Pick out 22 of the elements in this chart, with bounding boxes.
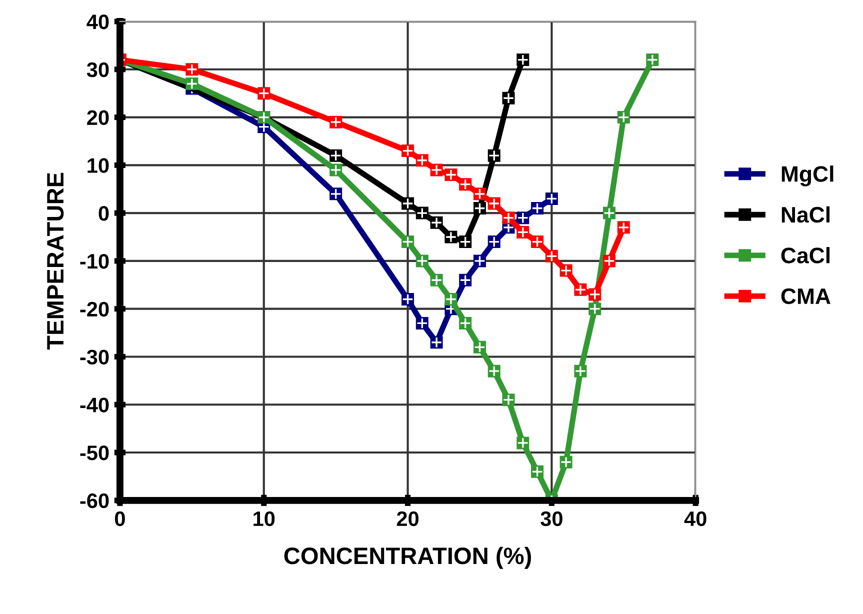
y-tick-label: 20 <box>87 110 109 126</box>
y-tick-label: 40 <box>86 14 109 30</box>
y-tick-label: -10 <box>80 254 109 269</box>
x-axis-title: CONCENTRATION (%) <box>284 546 531 569</box>
y-tick-label: -40 <box>80 398 109 412</box>
y-axis-title: TEMPERATURE <box>47 172 64 350</box>
y-tick-label: -20 <box>80 302 109 317</box>
y-tick-label: -60 <box>80 493 109 508</box>
y-tick-label: 10 <box>88 158 109 173</box>
legend-label: CaCl <box>781 247 830 264</box>
legend-label: MgCl <box>782 166 834 186</box>
x-tick-label: 20 <box>396 511 418 526</box>
y-tick-label: 0 <box>98 206 109 221</box>
x-tick-label: 0 <box>114 511 125 526</box>
y-tick-label: -30 <box>80 350 109 365</box>
x-tick-label: 30 <box>540 511 562 526</box>
y-tick-label: 30 <box>86 62 109 78</box>
x-tick-label: 10 <box>254 511 275 526</box>
x-tick-label: 40 <box>684 511 706 526</box>
y-tick-label: -50 <box>80 446 109 460</box>
legend-label: CMA <box>781 288 830 304</box>
legend-label: NaCl <box>782 206 830 223</box>
